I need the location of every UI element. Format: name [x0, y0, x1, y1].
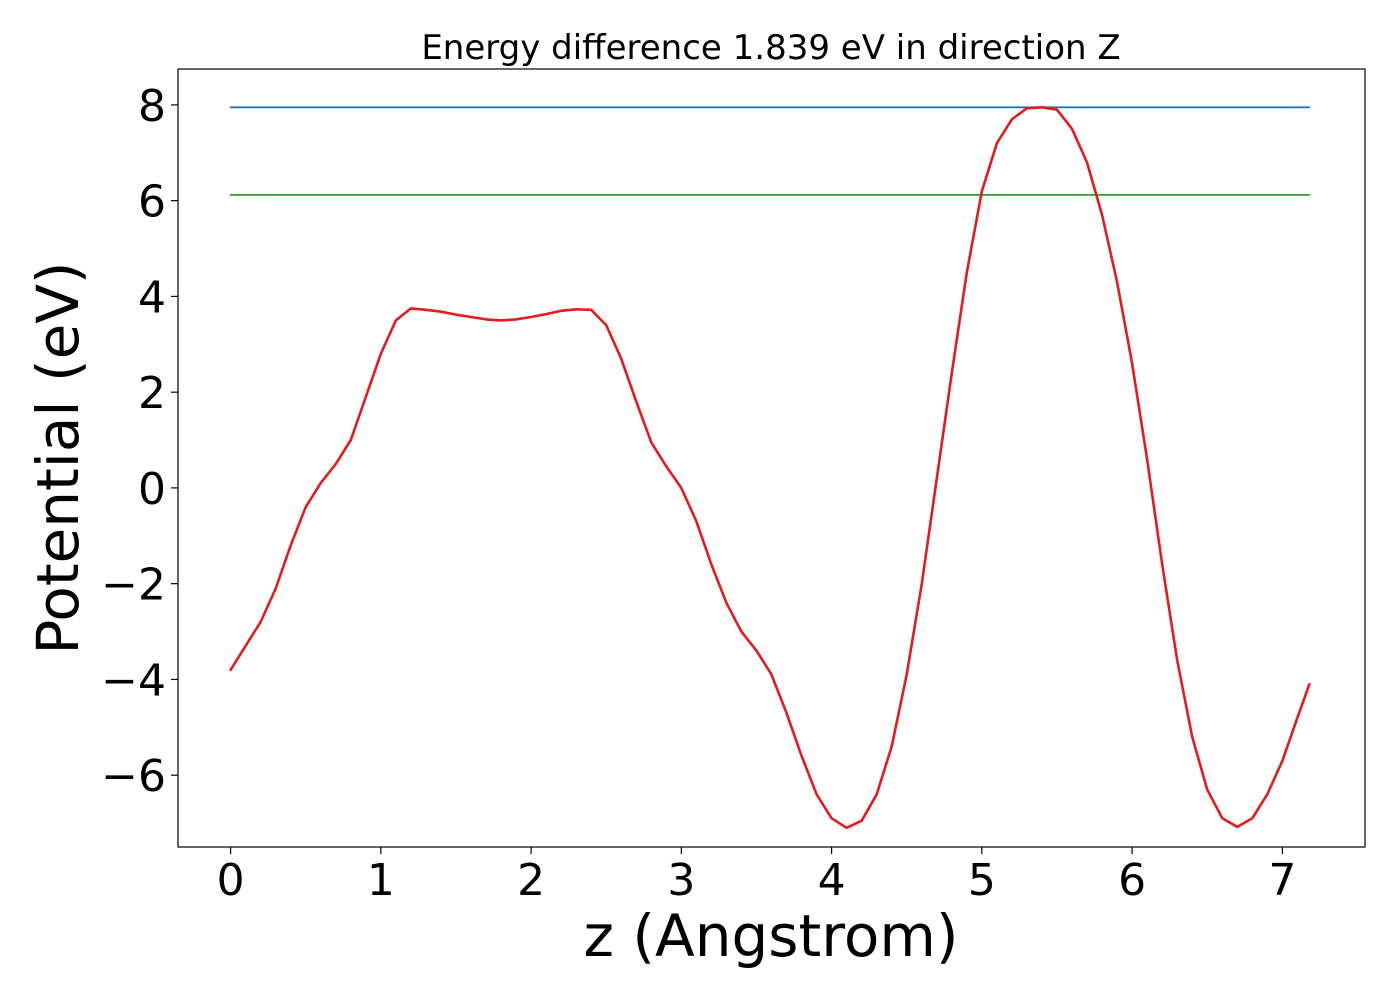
y-tick-label: 4 — [138, 272, 166, 323]
x-axis-label: z (Angstrom) — [584, 902, 959, 970]
series-line-potential-curve — [229, 106, 1311, 830]
y-tick-label: 6 — [138, 177, 166, 228]
y-axis-label: Potential (eV) — [24, 261, 92, 654]
plot-frame — [177, 68, 1366, 848]
x-axis-ticks: 0 1 2 3 4 5 6 7 — [217, 847, 1296, 906]
x-tick-label: 5 — [968, 855, 996, 906]
x-tick-label: 1 — [367, 855, 395, 906]
y-tick-label: −6 — [101, 751, 166, 802]
series-group — [229, 106, 1311, 830]
x-tick-label: 7 — [1268, 855, 1296, 906]
x-tick-label: 6 — [1118, 855, 1146, 906]
x-tick-label: 2 — [517, 855, 545, 906]
chart-title: Energy difference 1.839 eV in direction … — [421, 28, 1120, 68]
y-tick-label: 2 — [138, 368, 166, 419]
x-tick-label: 3 — [667, 855, 695, 906]
x-tick-label: 0 — [217, 855, 245, 906]
y-tick-label: −2 — [101, 560, 166, 611]
y-tick-label: 8 — [138, 81, 166, 132]
y-axis-ticks: −6 −4 −2 0 2 4 6 8 — [101, 81, 178, 802]
y-tick-label: −4 — [101, 655, 166, 706]
y-tick-label: 0 — [138, 464, 166, 515]
x-tick-label: 4 — [818, 855, 846, 906]
